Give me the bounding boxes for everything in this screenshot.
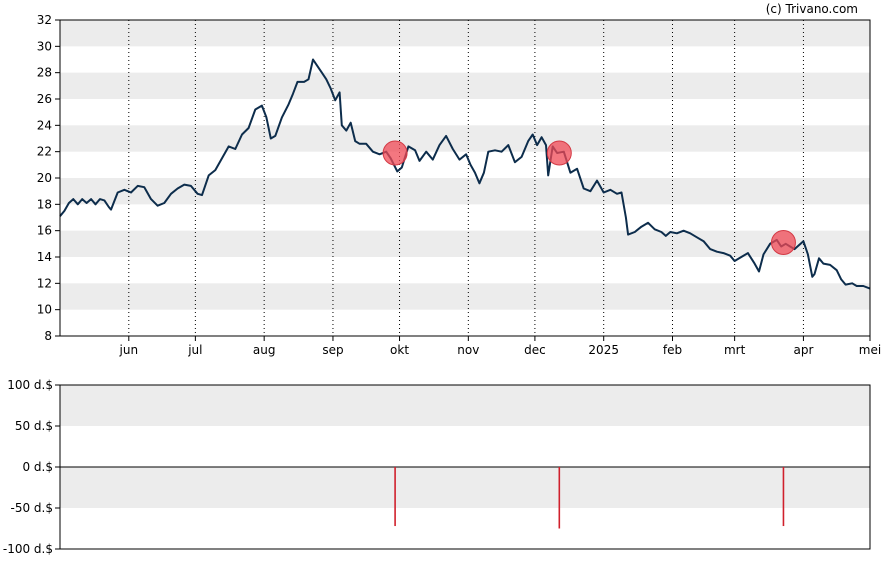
y-tick-label: 26 <box>37 92 52 106</box>
dividend-y-tick-label: 100 d.$ <box>7 378 53 392</box>
dividend-marker <box>382 140 408 166</box>
x-tick-label: jul <box>187 343 202 357</box>
y-tick-label: 32 <box>37 13 52 27</box>
price-grid-band <box>60 178 870 205</box>
x-tick-label: apr <box>793 343 813 357</box>
dividend-y-tick-label: 50 d.$ <box>15 419 53 433</box>
dividend-y-axis: 100 d.$ 50 d.$ 0 d.$ -50 d.$ -100 d.$ <box>3 378 60 556</box>
price-grid-band <box>60 72 870 99</box>
dividend-markers <box>382 140 796 256</box>
price-line <box>59 58 871 290</box>
dividend-y-tick-label: -100 d.$ <box>3 542 53 556</box>
x-tick-label: feb <box>663 343 682 357</box>
y-tick-label: 16 <box>37 224 52 238</box>
x-tick-label: aug <box>253 343 276 357</box>
dividend-bars <box>394 467 785 529</box>
price-grid-band <box>60 125 870 152</box>
time-x-axis: jun jul aug sep okt nov dec 2025 feb mrt apr mei <box>119 336 881 357</box>
x-tick-label: 2025 <box>588 343 619 357</box>
y-tick-label: 20 <box>37 171 52 185</box>
y-tick-label: 8 <box>44 329 52 343</box>
x-tick-label: nov <box>457 343 479 357</box>
month-grid-lines <box>128 20 804 336</box>
dividend-y-tick-label: 0 d.$ <box>22 460 53 474</box>
price-grid-band <box>60 20 870 47</box>
y-tick-label: 10 <box>37 303 52 317</box>
price-line-group <box>59 58 871 290</box>
x-tick-label: mrt <box>724 343 746 357</box>
y-tick-label: 30 <box>37 39 52 53</box>
x-tick-label: dec <box>524 343 546 357</box>
y-tick-label: 18 <box>37 197 52 211</box>
dividend-grid-band <box>60 385 870 426</box>
price-grid-band <box>60 283 870 310</box>
price-grid-bands <box>60 20 870 310</box>
dividend-grid-bands <box>60 385 870 508</box>
dividend-grid-band <box>60 467 870 508</box>
price-y-axis: 8 10 12 14 16 18 20 22 24 26 28 30 32 <box>37 13 60 343</box>
y-tick-label: 22 <box>37 145 52 159</box>
dividend-y-tick-label: -50 d.$ <box>11 501 53 515</box>
x-tick-label: okt <box>390 343 409 357</box>
y-tick-label: 14 <box>37 250 52 264</box>
y-tick-label: 28 <box>37 66 52 80</box>
y-tick-label: 12 <box>37 276 52 290</box>
dividend-marker <box>770 230 796 256</box>
x-tick-label: sep <box>322 343 343 357</box>
x-tick-label: jun <box>119 343 139 357</box>
dividend-marker <box>546 140 572 166</box>
credit-label: (c) Trivano.com <box>766 2 858 16</box>
x-tick-label: mei <box>859 343 881 357</box>
y-tick-label: 24 <box>37 118 52 132</box>
